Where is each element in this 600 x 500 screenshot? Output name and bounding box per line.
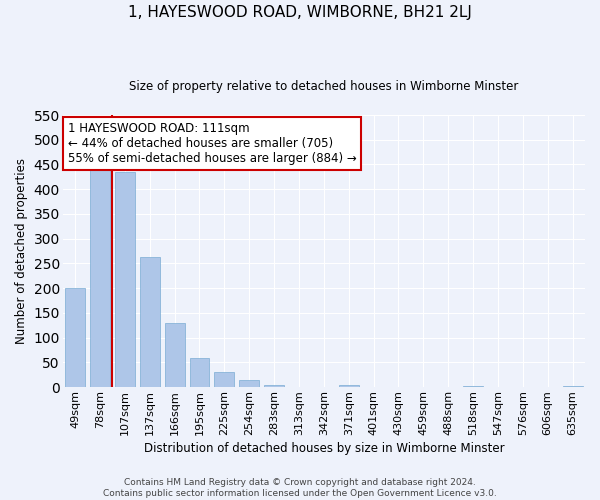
Bar	[164, 323, 185, 387]
Bar	[463, 386, 483, 387]
Bar	[339, 384, 359, 387]
Title: Size of property relative to detached houses in Wimborne Minster: Size of property relative to detached ho…	[129, 80, 518, 93]
Bar	[563, 386, 583, 387]
Bar	[214, 372, 235, 387]
X-axis label: Distribution of detached houses by size in Wimborne Minster: Distribution of detached houses by size …	[143, 442, 504, 455]
Bar	[239, 380, 259, 387]
Text: 1 HAYESWOOD ROAD: 111sqm
← 44% of detached houses are smaller (705)
55% of semi-: 1 HAYESWOOD ROAD: 111sqm ← 44% of detach…	[68, 122, 356, 165]
Text: Contains HM Land Registry data © Crown copyright and database right 2024.
Contai: Contains HM Land Registry data © Crown c…	[103, 478, 497, 498]
Bar	[65, 288, 85, 387]
Bar	[140, 257, 160, 387]
Y-axis label: Number of detached properties: Number of detached properties	[15, 158, 28, 344]
Bar	[190, 358, 209, 387]
Bar	[115, 172, 135, 387]
Bar	[90, 163, 110, 387]
Text: 1, HAYESWOOD ROAD, WIMBORNE, BH21 2LJ: 1, HAYESWOOD ROAD, WIMBORNE, BH21 2LJ	[128, 5, 472, 20]
Bar	[264, 384, 284, 387]
